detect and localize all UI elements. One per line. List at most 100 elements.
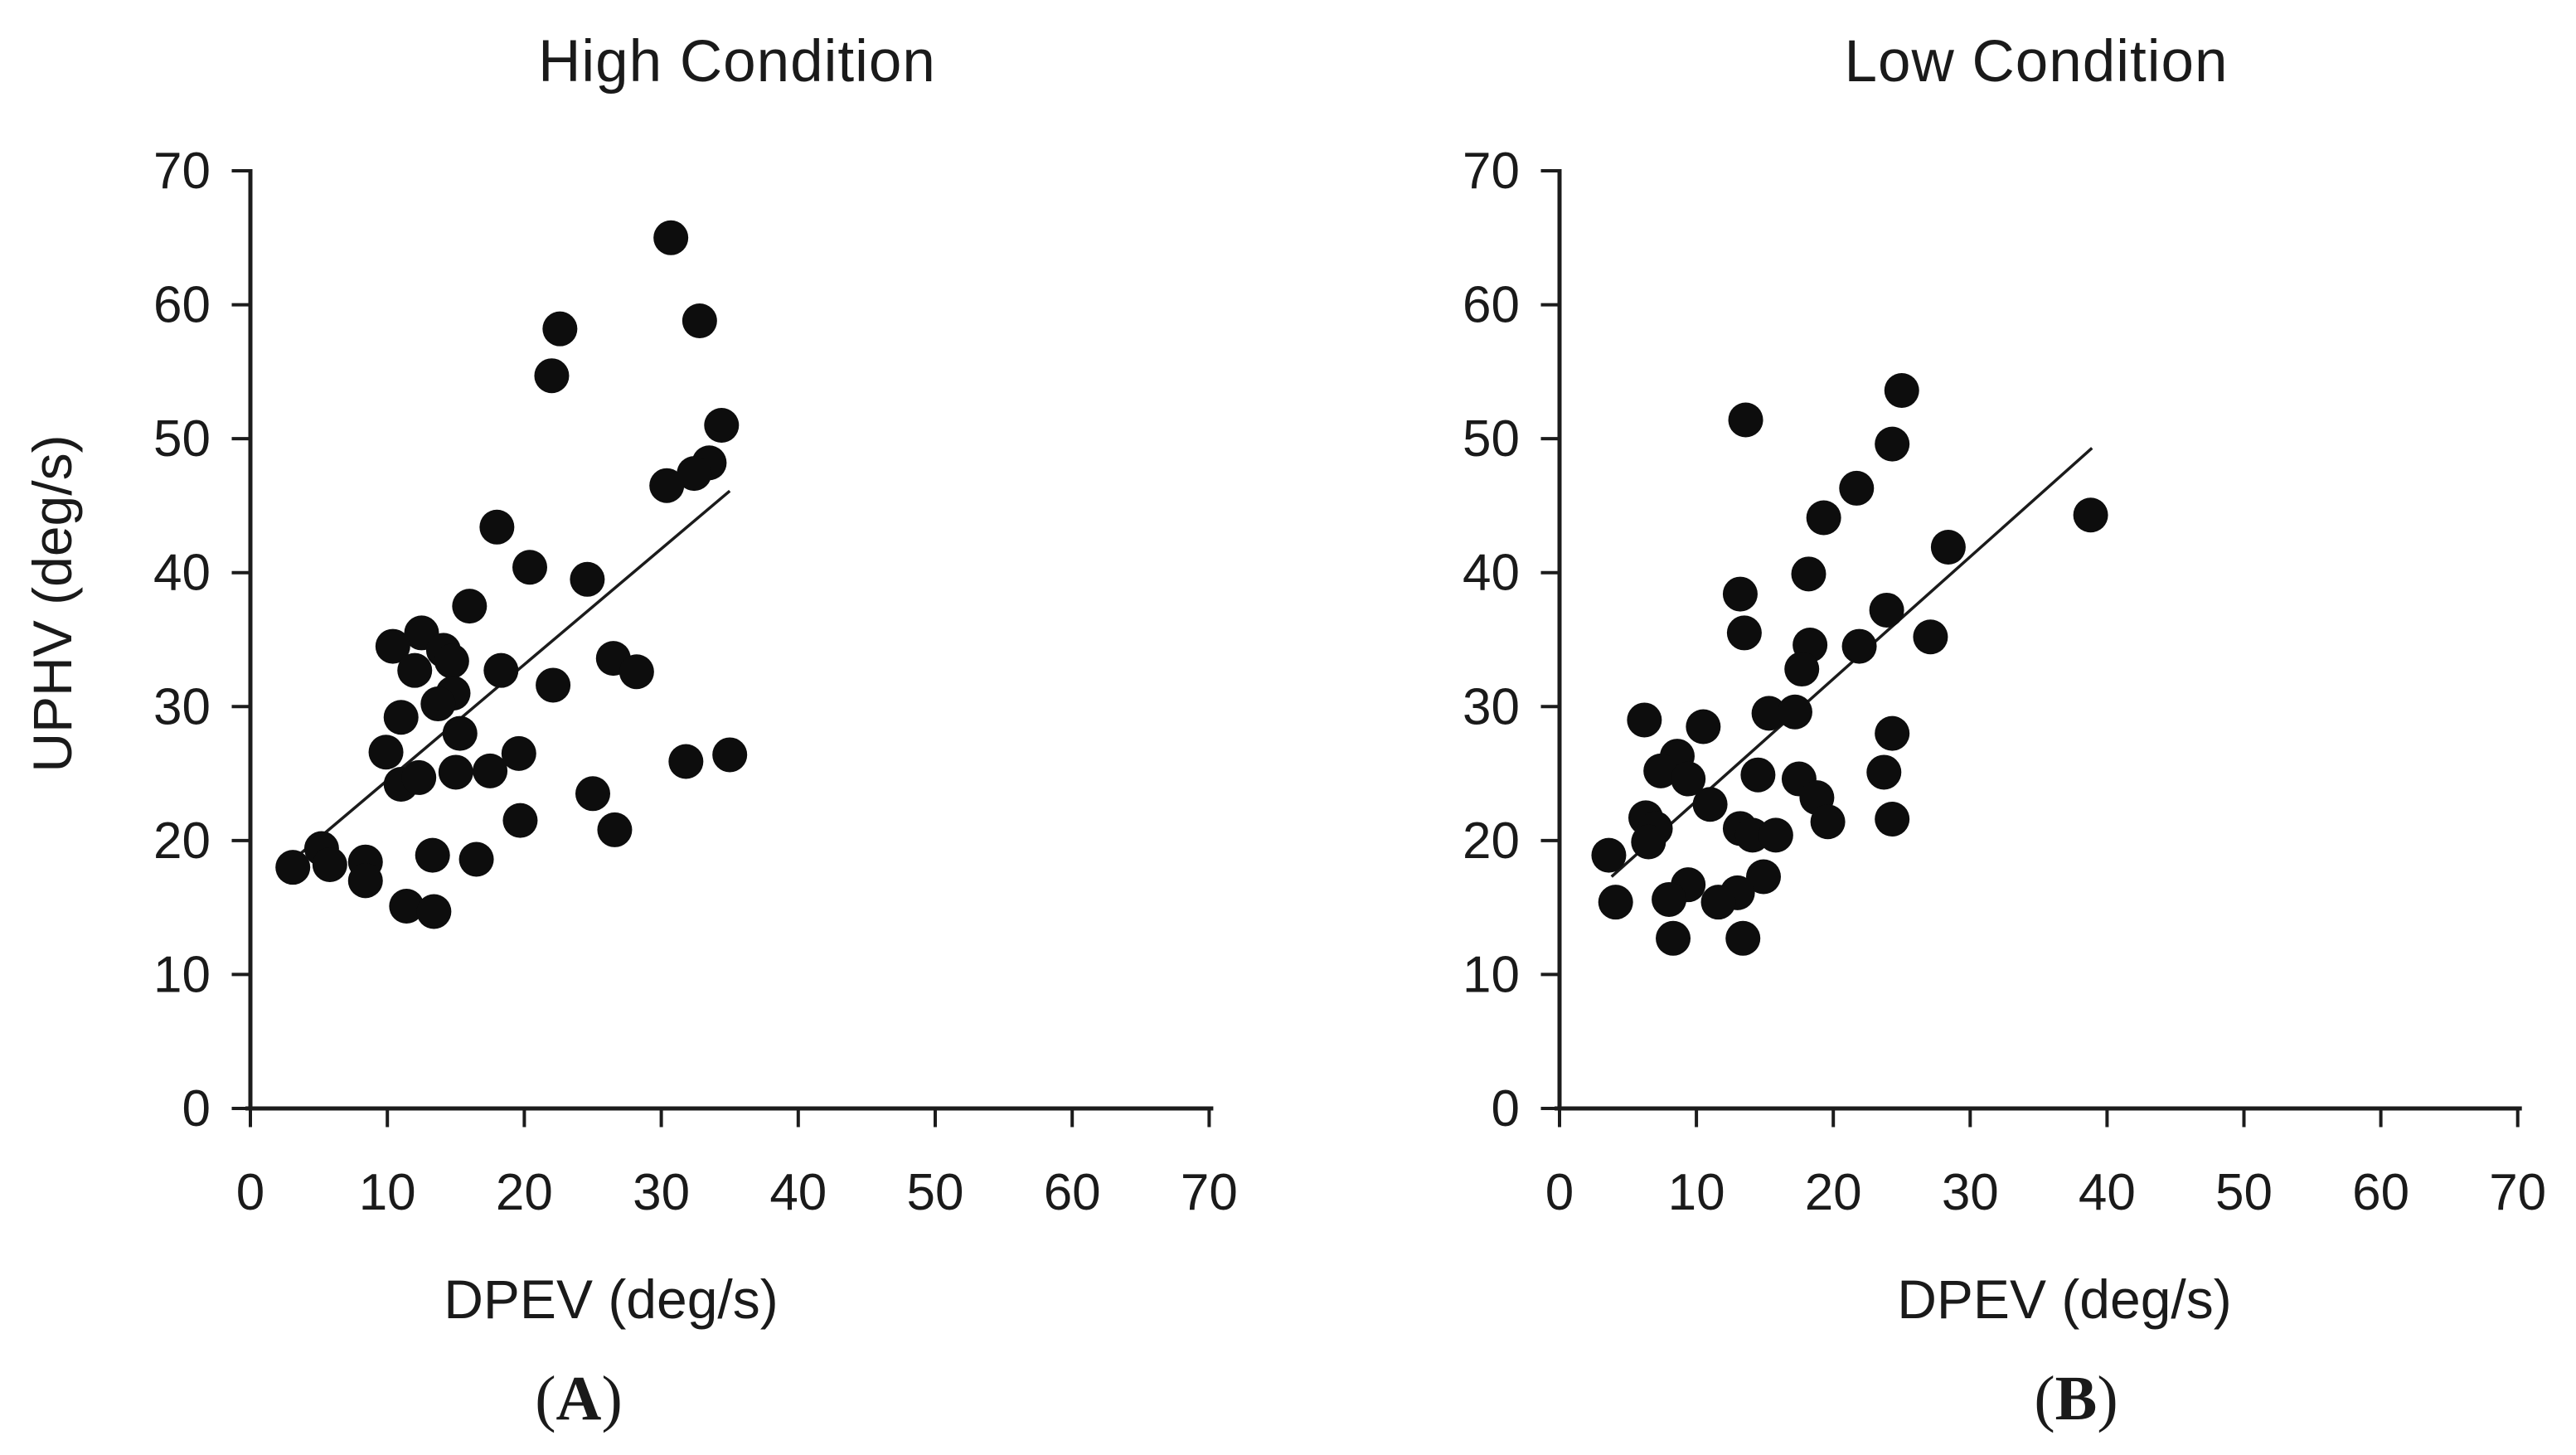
data-point [1930, 530, 1966, 565]
data-point [597, 812, 633, 847]
panel-low-condition: Low Condition DPEV (deg/s) (B) 0 10 20 30 40… [1463, 29, 2546, 1433]
data-point [1884, 372, 1919, 408]
data-point [1810, 804, 1846, 840]
x-tick-label: 60 [2352, 1164, 2409, 1221]
data-point [704, 407, 740, 443]
regression-line [1610, 447, 2093, 878]
panel-high-condition: High Condition UPHV (deg/s) DPEV (deg/s)… [22, 29, 1238, 1433]
data-point [536, 667, 571, 703]
data-point [682, 303, 717, 338]
panel-b-x-axis-label: DPEV (deg/s) [1897, 1268, 2231, 1330]
x-tick-label: 10 [359, 1164, 416, 1221]
data-point [1866, 754, 1902, 790]
data-point [1692, 787, 1728, 822]
y-tick-label: 50 [153, 410, 211, 468]
panel-b-caption: (B) [2034, 1364, 2118, 1433]
y-tick-label: 10 [1463, 946, 1520, 1003]
data-point [1839, 470, 1875, 506]
data-point [383, 700, 419, 735]
data-point [1652, 881, 1687, 917]
panel-a-axes: 0 10 20 30 40 50 60 70 0 10 20 30 40 50 60 70 [153, 143, 1238, 1221]
data-point [368, 735, 404, 770]
y-tick-label: 20 [1463, 812, 1520, 870]
data-point [415, 837, 450, 873]
panel-a-title: High Condition [538, 29, 936, 95]
panel-b-axes: 0 10 20 30 40 50 60 70 0 10 20 30 40 50 60 70 [1463, 143, 2546, 1221]
data-point [1631, 824, 1666, 860]
data-point [653, 220, 689, 255]
data-point [1598, 885, 1633, 920]
y-tick-label: 20 [153, 812, 211, 870]
data-point [1791, 556, 1826, 592]
x-tick-label: 70 [1181, 1164, 1238, 1221]
y-tick-label: 40 [1463, 545, 1520, 602]
data-point [483, 652, 519, 688]
panel-a-y-axis-label: UPHV (deg/s) [22, 434, 83, 772]
data-point [347, 863, 383, 899]
data-point [619, 654, 654, 690]
data-point [458, 841, 494, 877]
data-point [1656, 920, 1691, 956]
data-point [501, 735, 536, 771]
data-point [1671, 761, 1706, 797]
data-point [1728, 402, 1763, 438]
y-tick-label: 0 [1492, 1080, 1520, 1137]
data-point [1745, 859, 1781, 895]
y-tick-label: 60 [153, 277, 211, 334]
x-tick-label: 50 [2215, 1164, 2273, 1221]
data-point [1875, 426, 1910, 462]
data-point [570, 561, 605, 597]
y-tick-label: 30 [153, 678, 211, 735]
data-point [452, 589, 488, 624]
data-point [473, 753, 508, 788]
data-point [1869, 592, 1904, 628]
x-tick-label: 50 [907, 1164, 964, 1221]
y-tick-label: 70 [153, 143, 211, 200]
panel-a-scatter-points [275, 220, 748, 929]
data-point [512, 550, 548, 585]
x-tick-label: 40 [769, 1164, 827, 1221]
x-tick-label: 20 [1805, 1164, 1862, 1221]
data-point [375, 628, 410, 664]
x-tick-label: 10 [1668, 1164, 1725, 1221]
x-tick-label: 40 [2079, 1164, 2136, 1221]
y-tick-label: 30 [1463, 678, 1520, 735]
y-tick-label: 40 [153, 545, 211, 602]
data-point [1725, 920, 1761, 956]
data-point [542, 311, 578, 347]
data-point [1841, 628, 1877, 664]
data-point [668, 744, 704, 779]
y-tick-label: 70 [1463, 143, 1520, 200]
data-point [1758, 817, 1793, 853]
data-point [712, 737, 748, 773]
data-point [1740, 757, 1776, 793]
data-point [677, 456, 712, 492]
data-point [1806, 500, 1841, 536]
data-point [438, 754, 473, 790]
data-point [420, 686, 456, 722]
panel-b-trend-line [1610, 447, 2093, 878]
data-point [649, 468, 685, 503]
data-point [275, 850, 311, 885]
data-point [1627, 702, 1662, 738]
data-point [434, 643, 469, 679]
x-tick-label: 0 [1545, 1164, 1574, 1221]
data-point [479, 509, 515, 545]
data-point [1777, 694, 1812, 730]
x-tick-label: 20 [496, 1164, 553, 1221]
data-point [401, 759, 437, 795]
data-point [442, 715, 478, 751]
y-tick-label: 50 [1463, 410, 1520, 468]
data-point [502, 803, 538, 838]
x-tick-label: 30 [1942, 1164, 1999, 1221]
data-point [416, 894, 452, 929]
panel-b-title: Low Condition [1845, 29, 2229, 95]
panel-a-x-axis-label: DPEV (deg/s) [444, 1268, 778, 1330]
data-point [2073, 497, 2108, 533]
data-point [1784, 652, 1820, 687]
data-point [575, 776, 610, 812]
data-point [397, 652, 433, 688]
data-point [1875, 715, 1910, 751]
